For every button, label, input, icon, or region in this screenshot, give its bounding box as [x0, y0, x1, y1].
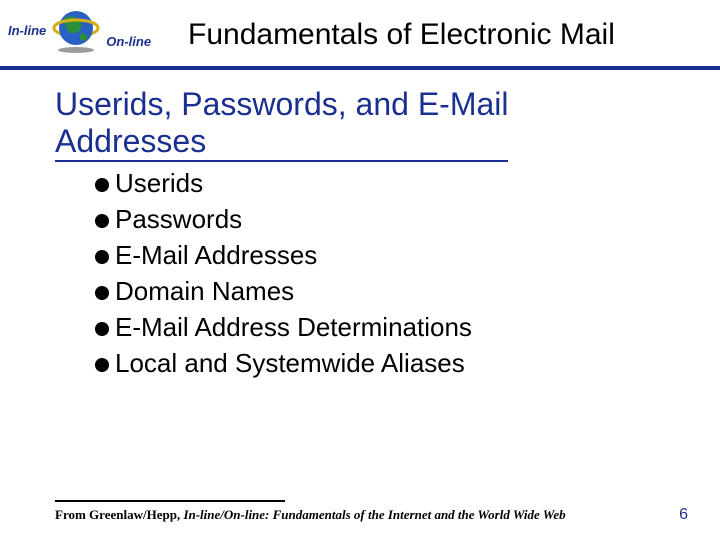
bullet-icon: [95, 250, 109, 264]
bullet-list: Userids Passwords E-Mail Addresses Domai…: [55, 164, 720, 376]
globe-icon: [52, 6, 100, 54]
bullet-text: Passwords: [115, 202, 242, 232]
list-item: Passwords: [95, 202, 720, 232]
logo-right-text: On-line: [106, 34, 151, 49]
footer-prefix: From Greenlaw/Hepp,: [55, 507, 183, 522]
bullet-text: E-Mail Addresses: [115, 238, 317, 268]
bullet-icon: [95, 286, 109, 300]
list-item: E-Mail Address Determinations: [95, 310, 720, 340]
bullet-icon: [95, 358, 109, 372]
list-item: Local and Systemwide Aliases: [95, 346, 720, 376]
bullet-icon: [95, 178, 109, 192]
footer-italic: In-line/On-line: Fundamentals of the Int…: [183, 507, 565, 522]
section-title: Userids, Passwords, and E-Mail Addresses: [55, 86, 508, 162]
list-item: Domain Names: [95, 274, 720, 304]
list-item: E-Mail Addresses: [95, 238, 720, 268]
logo: In-line On-line: [8, 6, 151, 54]
slide-header: In-line On-line Fundamentals of Electron…: [0, 0, 720, 70]
bullet-text: E-Mail Address Determinations: [115, 310, 472, 340]
section-title-line2: Addresses: [55, 123, 206, 159]
footer-citation: From Greenlaw/Hepp, In-line/On-line: Fun…: [55, 507, 566, 523]
section-title-line1: Userids, Passwords, and E-Mail: [55, 86, 508, 122]
slide-footer: From Greenlaw/Hepp, In-line/On-line: Fun…: [55, 500, 700, 524]
bullet-text: Userids: [115, 166, 203, 196]
list-item: Userids: [95, 166, 720, 196]
logo-left-text: In-line: [8, 23, 46, 38]
bullet-text: Domain Names: [115, 274, 294, 304]
bullet-icon: [95, 214, 109, 228]
bullet-icon: [95, 322, 109, 336]
footer-divider: [55, 500, 285, 502]
footer-row: From Greenlaw/Hepp, In-line/On-line: Fun…: [55, 506, 700, 524]
page-number: 6: [679, 506, 700, 524]
slide-content: Userids, Passwords, and E-Mail Addresses…: [0, 70, 720, 376]
main-title: Fundamentals of Electronic Mail: [188, 18, 615, 52]
bullet-text: Local and Systemwide Aliases: [115, 346, 465, 376]
